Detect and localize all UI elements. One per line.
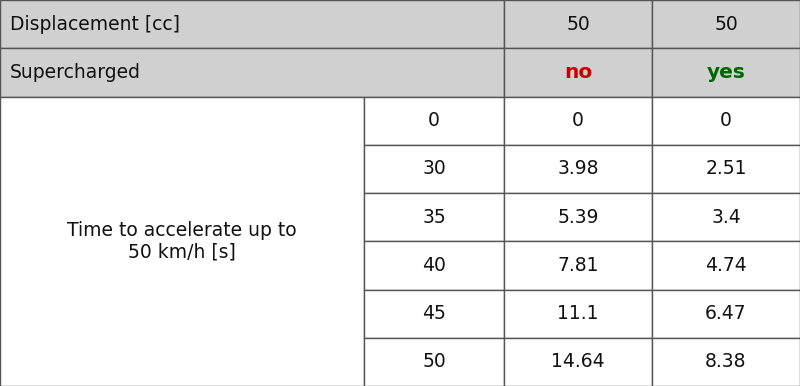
Bar (652, 290, 800, 338)
Text: 14.64: 14.64 (551, 352, 605, 371)
Bar (364, 145, 504, 193)
Text: 30: 30 (422, 159, 446, 178)
Text: 35: 35 (422, 208, 446, 227)
Bar (364, 338, 504, 386)
Text: 3.4: 3.4 (711, 208, 741, 227)
Bar (504, 96, 652, 145)
Bar (652, 0, 800, 48)
Bar (504, 145, 652, 193)
Text: 40: 40 (422, 256, 446, 275)
Text: 50: 50 (714, 15, 738, 34)
Text: no: no (564, 63, 592, 82)
Bar (364, 290, 504, 338)
Bar (504, 48, 652, 96)
Text: 0: 0 (428, 111, 440, 130)
Text: 7.81: 7.81 (558, 256, 598, 275)
Bar (0, 96, 364, 386)
Text: yes: yes (706, 63, 746, 82)
Bar (504, 338, 652, 386)
Bar (504, 0, 652, 48)
Text: 2.51: 2.51 (706, 159, 746, 178)
Bar (652, 338, 800, 386)
Bar (652, 241, 800, 290)
Bar (0, 0, 504, 48)
Bar (652, 96, 800, 145)
Text: 6.47: 6.47 (705, 304, 747, 323)
Bar (364, 193, 504, 241)
Bar (364, 241, 504, 290)
Text: 45: 45 (422, 304, 446, 323)
Text: 50: 50 (422, 352, 446, 371)
Bar (364, 96, 504, 145)
Bar (652, 193, 800, 241)
Text: Displacement [cc]: Displacement [cc] (10, 15, 179, 34)
Bar (652, 145, 800, 193)
Bar (504, 290, 652, 338)
Bar (504, 241, 652, 290)
Text: 8.38: 8.38 (706, 352, 746, 371)
Text: 50: 50 (566, 15, 590, 34)
Text: 4.74: 4.74 (705, 256, 747, 275)
Text: 0: 0 (572, 111, 584, 130)
Text: 5.39: 5.39 (558, 208, 598, 227)
Text: 0: 0 (720, 111, 732, 130)
Text: Supercharged: Supercharged (10, 63, 141, 82)
Bar (0, 48, 504, 96)
Text: 3.98: 3.98 (558, 159, 598, 178)
Bar (504, 193, 652, 241)
Text: 11.1: 11.1 (558, 304, 598, 323)
Text: Time to accelerate up to
50 km/h [s]: Time to accelerate up to 50 km/h [s] (67, 221, 297, 262)
Bar (652, 48, 800, 96)
